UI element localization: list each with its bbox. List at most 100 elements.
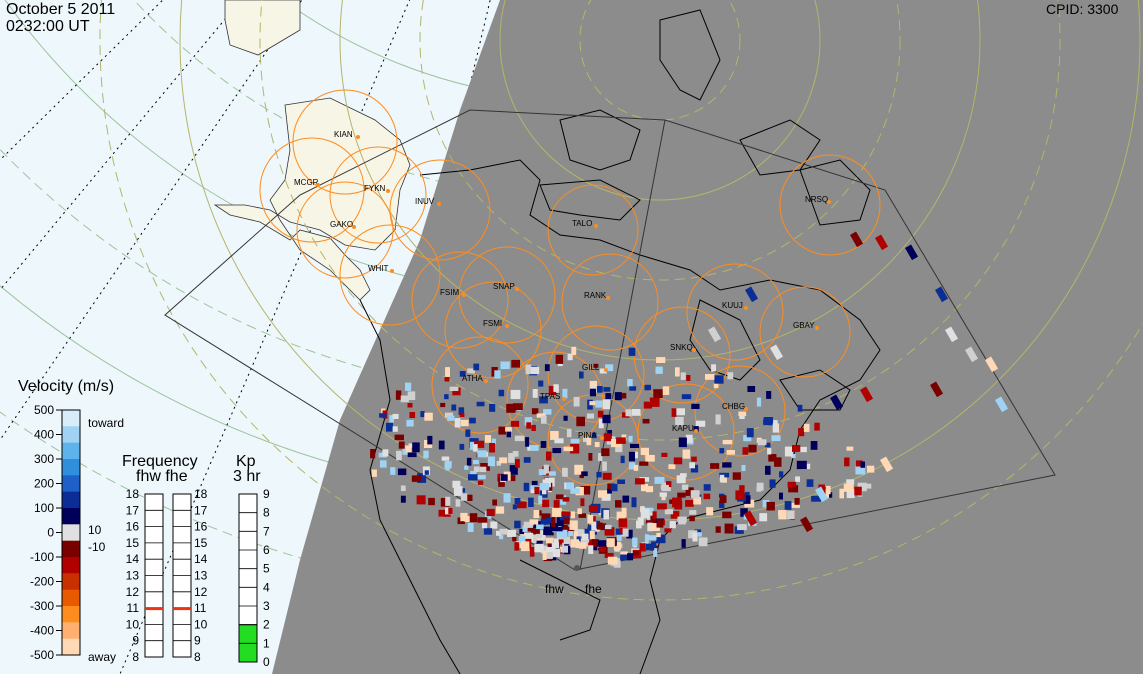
backscatter-cell: [581, 533, 589, 540]
backscatter-cell: [846, 489, 855, 499]
velocity-colorbar-segment: [62, 410, 80, 427]
backscatter-cell: [642, 418, 650, 424]
backscatter-cell: [557, 546, 566, 553]
backscatter-cell: [693, 496, 702, 505]
backscatter-cell: [508, 453, 515, 463]
backscatter-cell: [407, 403, 413, 408]
backscatter-cell: [491, 438, 496, 444]
backscatter-cell: [570, 511, 575, 519]
frequency-tick-right: 17: [194, 503, 208, 517]
backscatter-cell: [445, 367, 450, 377]
backscatter-cell: [602, 472, 612, 480]
backscatter-cell: [607, 556, 618, 565]
backscatter-cell: [541, 415, 547, 424]
backscatter-cell: [686, 375, 691, 381]
backscatter-cell: [512, 504, 517, 510]
backscatter-cell: [621, 507, 627, 518]
radar-label-fhw: fhw: [545, 582, 564, 596]
backscatter-cell: [788, 485, 799, 493]
backscatter-cell: [653, 548, 658, 557]
backscatter-cell: [640, 447, 649, 455]
kp-sub: 3 hr: [233, 468, 261, 485]
velocity-colorbar-segment: [62, 589, 80, 607]
backscatter-cell: [746, 428, 754, 438]
backscatter-cell: [395, 390, 402, 400]
backscatter-cell: [554, 526, 563, 532]
backscatter-cell: [543, 464, 549, 474]
backscatter-cell: [550, 523, 558, 532]
backscatter-cell: [424, 412, 433, 421]
velocity-colorbar-segment: [62, 540, 80, 558]
kp-tick-label: 5: [263, 562, 270, 576]
backscatter-cell: [546, 547, 556, 557]
backscatter-cell: [553, 500, 560, 509]
backscatter-cell: [743, 510, 758, 527]
backscatter-cell: [464, 465, 469, 470]
backscatter-cell: [490, 521, 498, 529]
backscatter-cell: [472, 444, 478, 452]
backscatter-cell: [529, 519, 539, 525]
backscatter-cell: [811, 495, 822, 502]
backscatter-cell: [759, 513, 768, 522]
backscatter-cell: [633, 551, 639, 556]
backscatter-cell: [628, 462, 636, 470]
backscatter-cell: [689, 510, 697, 515]
backscatter-cell: [603, 433, 612, 442]
backscatter-cell: [540, 441, 547, 448]
frequency-tick-left: 15: [126, 536, 140, 550]
backscatter-cell: [703, 493, 711, 500]
backscatter-cell: [530, 485, 538, 490]
backscatter-cell: [522, 525, 528, 532]
backscatter-cell: [636, 520, 642, 529]
backscatter-cell: [542, 490, 547, 495]
backscatter-cell: [620, 455, 625, 464]
backscatter-cell: [514, 542, 520, 551]
backscatter-cell: [995, 396, 1009, 413]
backscatter-cell: [664, 528, 672, 533]
backscatter-cell: [455, 499, 461, 507]
backscatter-cell: [659, 492, 667, 497]
backscatter-cell: [558, 537, 567, 545]
backscatter-cell: [591, 432, 597, 439]
backscatter-cell: [454, 418, 461, 428]
backscatter-cell: [542, 499, 550, 508]
backscatter-cell: [392, 413, 399, 419]
kp-tick-label: 2: [263, 618, 270, 632]
backscatter-cell: [570, 539, 580, 548]
backscatter-cell: [652, 511, 657, 519]
backscatter-cell: [770, 344, 784, 361]
backscatter-cell: [530, 445, 539, 451]
station-rings: [259, 89, 881, 486]
backscatter-cell: [459, 371, 466, 377]
backscatter-cell: [767, 448, 772, 455]
backscatter-cell: [708, 326, 722, 343]
velocity-tick-label: 200: [34, 477, 54, 491]
alaska-land: [224, 0, 301, 56]
backscatter-cell: [719, 500, 725, 509]
backscatter-cell: [681, 394, 692, 400]
backscatter-cell: [400, 495, 406, 503]
backscatter-cell: [583, 528, 593, 537]
backscatter-cell: [513, 403, 523, 411]
backscatter-cell: [460, 419, 469, 427]
backscatter-cell: [734, 526, 744, 534]
frequency-tick-left: 12: [126, 585, 140, 599]
backscatter-cell: [664, 509, 674, 515]
backscatter-cell: [479, 466, 487, 473]
backscatter-cell: [525, 364, 532, 375]
backscatter-cell: [499, 457, 508, 464]
backscatter-cell: [905, 244, 919, 261]
backscatter-cell: [424, 470, 429, 475]
velocity-tick-label: 500: [34, 403, 54, 417]
backscatter-cell: [441, 456, 450, 461]
backscatter-cell: [843, 483, 854, 492]
backscatter-cell: [451, 404, 457, 411]
backscatter-cell: [737, 524, 747, 531]
backscatter-cell: [578, 513, 587, 518]
kp-tick-label: 0: [263, 655, 270, 669]
backscatter-cell: [400, 395, 409, 403]
backscatter-cell: [620, 554, 630, 561]
backscatter-cell: [551, 517, 556, 527]
backscatter-cell: [806, 479, 814, 487]
velocity-colorbar-segment: [62, 638, 80, 656]
